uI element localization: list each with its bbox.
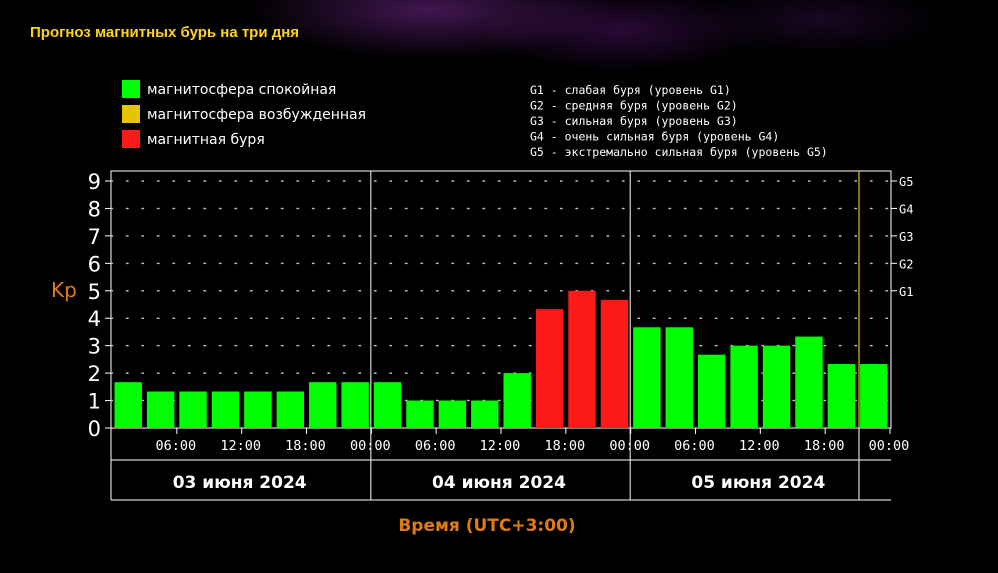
bar: [795, 336, 823, 428]
g-tick-label: G5: [899, 175, 913, 189]
y-tick-label: 1: [88, 390, 101, 414]
legend-swatch: [122, 130, 140, 148]
g-legend-item: G4 - очень сильная буря (уровень G4): [530, 130, 779, 144]
legend-swatch: [122, 105, 140, 123]
g-tick-label: G4: [899, 202, 913, 216]
y-tick-label: 2: [88, 362, 101, 386]
bar: [471, 400, 499, 428]
y-tick-label: 9: [88, 170, 101, 194]
y-tick-label: 0: [88, 417, 101, 441]
page-title: Прогноз магнитных бурь на три дня: [30, 24, 300, 41]
y-tick-label: 5: [88, 280, 101, 304]
g-tick-label: G2: [899, 257, 913, 271]
bar: [146, 391, 175, 428]
bar: [665, 327, 693, 428]
g-tick-label: G1: [899, 285, 913, 299]
bar: [406, 400, 434, 428]
day-label: 03 июня 2024: [173, 473, 307, 493]
day-label: 05 июня 2024: [691, 473, 825, 493]
bar: [535, 309, 564, 428]
x-tick-label: 18:00: [804, 438, 845, 454]
bar: [309, 382, 337, 428]
bar: [211, 391, 240, 428]
bar: [698, 354, 726, 428]
bar: [373, 382, 402, 428]
bar: [341, 382, 369, 428]
legend-label: магнитная буря: [147, 132, 265, 148]
bar: [633, 327, 661, 428]
g-legend-item: G1 - слабая буря (уровень G1): [530, 83, 731, 97]
bar: [276, 391, 304, 428]
x-tick-label: 12:00: [739, 438, 780, 454]
day-label: 04 июня 2024: [432, 473, 566, 493]
x-tick-label: 18:00: [545, 438, 586, 454]
bar: [827, 364, 856, 428]
x-tick-label: 00:00: [869, 438, 910, 454]
y-tick-label: 4: [88, 307, 101, 331]
x-tick-label: 12:00: [220, 438, 261, 454]
g-legend-item: G2 - средняя буря (уровень G2): [530, 99, 738, 113]
bar: [762, 345, 791, 428]
g-tick-label: G3: [899, 230, 913, 244]
bar: [503, 373, 531, 428]
x-tick-label: 06:00: [415, 438, 456, 454]
bar: [600, 299, 629, 428]
y-tick-label: 7: [88, 225, 101, 249]
g-legend-item: G5 - экстремально сильная буря (уровень …: [530, 145, 828, 159]
y-tick-label: 6: [88, 252, 101, 276]
g-legend-item: G3 - сильная буря (уровень G3): [530, 114, 738, 128]
legend-label: магнитосфера возбужденная: [147, 107, 366, 123]
x-tick-label: 18:00: [285, 438, 326, 454]
x-axis-label: Время (UTC+3:00): [398, 516, 575, 536]
bar: [114, 382, 142, 428]
bar: [860, 364, 888, 428]
x-tick-label: 12:00: [480, 438, 521, 454]
bar: [438, 400, 467, 428]
bar: [179, 391, 207, 428]
legend-label: магнитосфера спокойная: [147, 82, 336, 98]
y-axis-label: Kp: [51, 278, 77, 302]
y-tick-label: 3: [88, 335, 101, 359]
bar: [568, 290, 596, 428]
legend-swatch: [122, 80, 140, 98]
x-tick-label: 06:00: [674, 438, 715, 454]
y-tick-label: 8: [88, 197, 101, 221]
bar: [730, 345, 758, 428]
x-tick-label: 06:00: [156, 438, 197, 454]
bar: [244, 391, 272, 428]
